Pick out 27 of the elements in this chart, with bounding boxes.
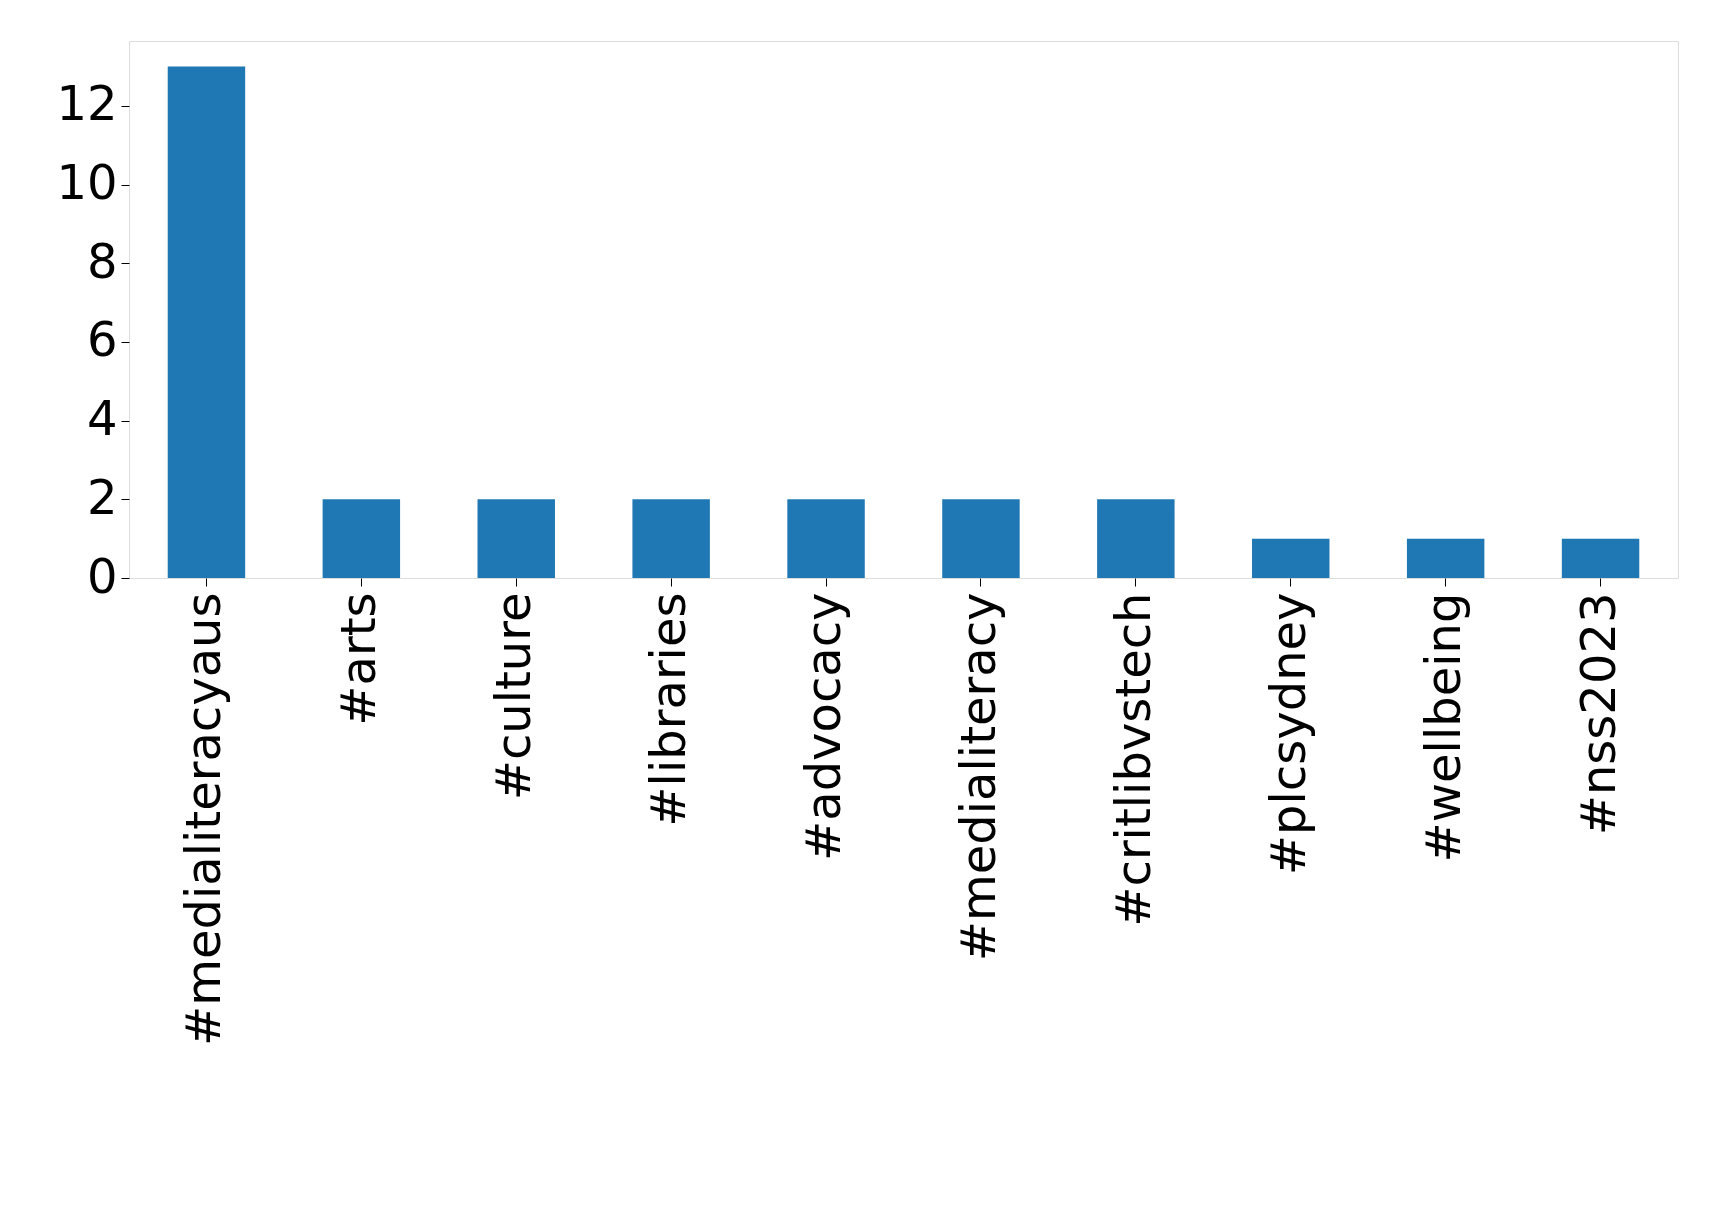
- bar: [1252, 538, 1330, 578]
- x-tick-label: #medialiteracy: [949, 592, 1006, 962]
- x-tick-label: #arts: [330, 592, 387, 726]
- x-tick-label: #critlibvstech: [1104, 592, 1161, 927]
- y-tick-label: 0: [86, 547, 118, 604]
- y-tick-label: 6: [86, 311, 118, 368]
- bar: [322, 499, 401, 578]
- y-tick-label: 10: [56, 154, 118, 211]
- bar: [632, 499, 710, 578]
- x-tick-label: #libraries: [640, 592, 697, 827]
- bar: [1097, 499, 1175, 578]
- x-tick-label: #advocacy: [795, 592, 852, 861]
- y-tick-label: 12: [56, 75, 118, 132]
- x-tick-label: #culture: [485, 592, 542, 801]
- bar: [477, 499, 555, 578]
- x-tick-label: #plcsydney: [1259, 592, 1316, 876]
- x-tick-label: #wellbeing: [1414, 592, 1471, 863]
- y-tick-label: 8: [86, 232, 118, 289]
- bar: [787, 499, 865, 578]
- y-tick-label: 4: [86, 390, 118, 447]
- bar: [167, 66, 246, 578]
- y-tick-label: 2: [86, 468, 118, 525]
- bar: [942, 499, 1020, 578]
- x-tick-label: #nss2023: [1569, 592, 1626, 836]
- x-tick-label: #medialiteracyaus: [175, 592, 232, 1047]
- bar: [1561, 538, 1640, 578]
- bar: [1406, 538, 1485, 578]
